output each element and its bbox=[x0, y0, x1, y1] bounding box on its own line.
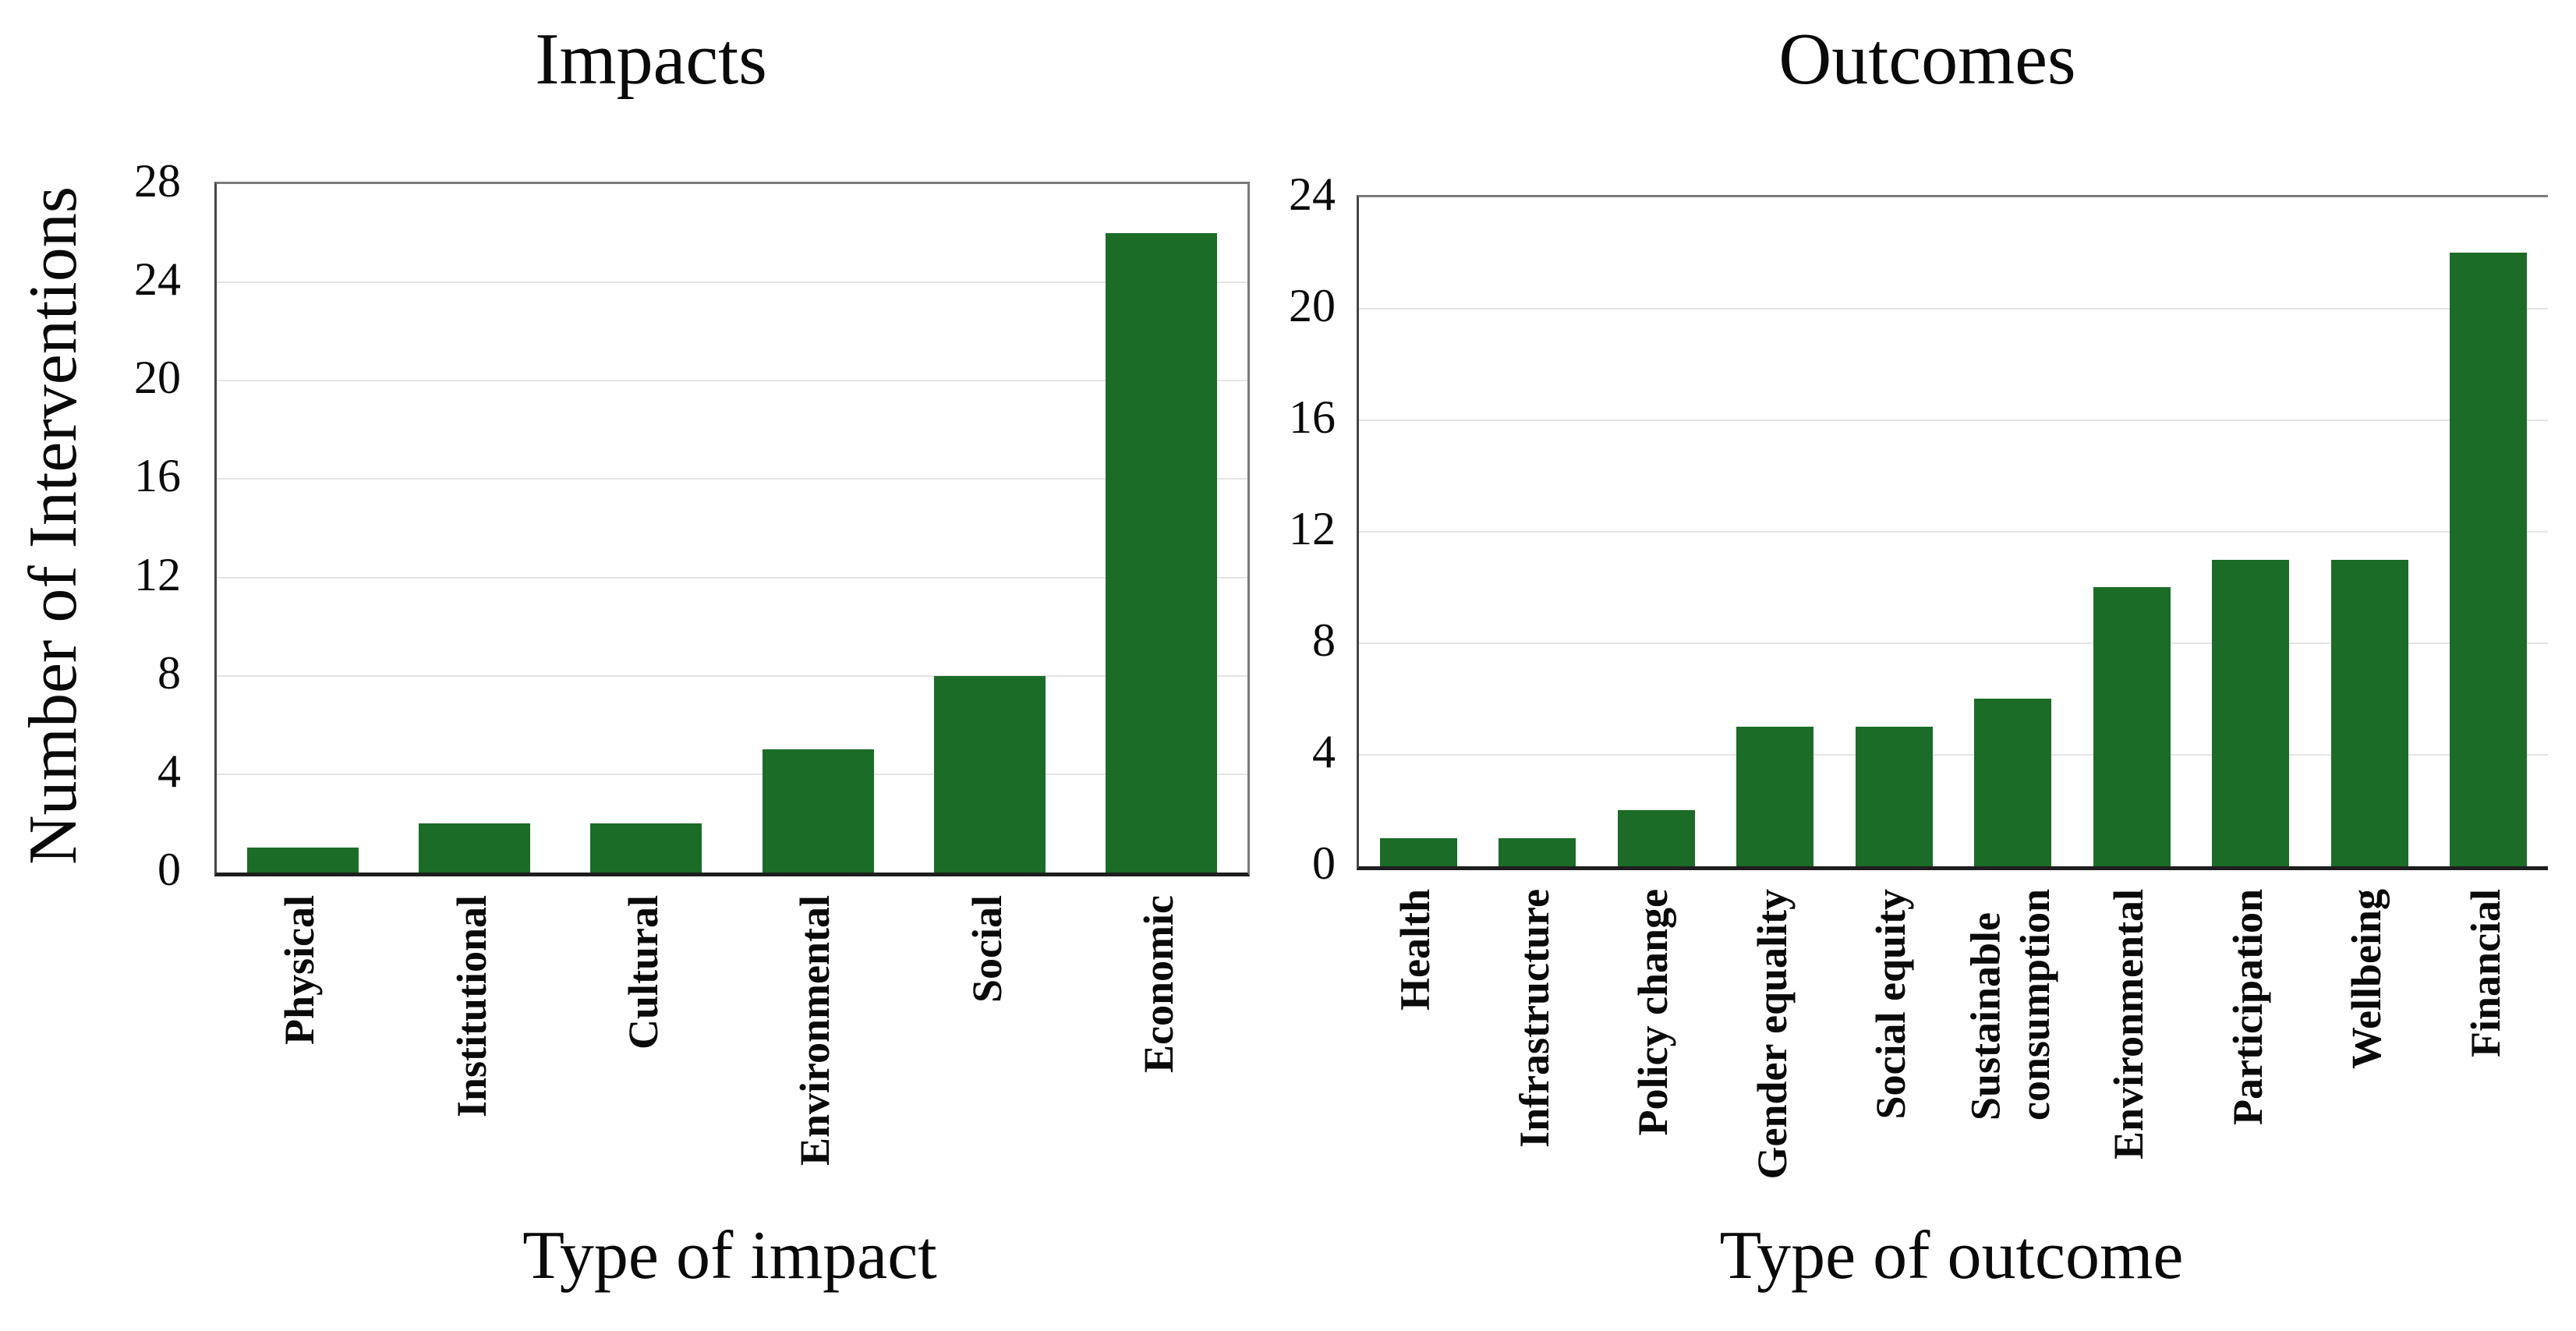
bar-participation bbox=[2212, 560, 2289, 866]
y-tick-24: 24 bbox=[1289, 168, 1336, 220]
x-label-social-equity: Social equity bbox=[1867, 889, 1915, 1120]
y-axis-ticks: 0 4 8 12 16 20 24 28 bbox=[0, 158, 181, 893]
x-label-wellbeing: Wellbeing bbox=[2343, 889, 2390, 1070]
y-tick-8: 8 bbox=[157, 646, 181, 699]
x-label-health: Health bbox=[1392, 889, 1439, 1011]
y-tick-24: 24 bbox=[134, 253, 181, 305]
x-label-infrastructure: Infrastructure bbox=[1511, 889, 1559, 1148]
y-tick-12: 12 bbox=[134, 548, 181, 600]
bar-institutional bbox=[419, 823, 530, 873]
chart-title: Impacts bbox=[535, 19, 767, 100]
bar-financial bbox=[2450, 253, 2527, 866]
x-axis-title: Type of outcome bbox=[1719, 1218, 2184, 1294]
bar-social bbox=[934, 676, 1046, 873]
bar-gender-equality bbox=[1736, 727, 1813, 866]
plot-area bbox=[214, 182, 1250, 876]
gridline-4 bbox=[1359, 754, 2548, 756]
y-tick-4: 4 bbox=[1312, 725, 1336, 777]
gridline-8 bbox=[1359, 642, 2548, 644]
bar-infrastructure bbox=[1499, 838, 1576, 866]
x-axis-title: Type of impact bbox=[522, 1218, 937, 1294]
gridline-16 bbox=[217, 478, 1247, 480]
y-tick-4: 4 bbox=[157, 745, 181, 797]
y-tick-20: 20 bbox=[1289, 279, 1336, 331]
bar-social-equity bbox=[1856, 727, 1933, 866]
y-tick-16: 16 bbox=[1289, 391, 1336, 443]
gridline-12 bbox=[1359, 531, 2548, 533]
x-label-environmental: Environmental bbox=[2105, 889, 2153, 1160]
bar-sustainable-consumption bbox=[1974, 699, 2051, 866]
y-tick-0: 0 bbox=[1312, 837, 1336, 889]
bar-environmental bbox=[763, 749, 874, 873]
x-axis-labels: Health Infrastructure Policy change Gender … bbox=[1357, 889, 2546, 1180]
gridline-8 bbox=[217, 675, 1247, 677]
gridline-20 bbox=[1359, 308, 2548, 310]
y-tick-12: 12 bbox=[1289, 502, 1336, 554]
plot-area bbox=[1357, 195, 2548, 870]
x-label-gender-equality: Gender equality bbox=[1749, 889, 1796, 1180]
y-tick-16: 16 bbox=[134, 449, 181, 501]
bar-environmental bbox=[2093, 587, 2171, 866]
gridline-12 bbox=[217, 577, 1247, 579]
bar-physical bbox=[247, 848, 359, 873]
x-label-sustainable-consumption: Sustainable consumption bbox=[1962, 889, 2058, 1121]
bar-cultural bbox=[590, 823, 702, 873]
y-tick-0: 0 bbox=[157, 843, 181, 895]
y-tick-20: 20 bbox=[134, 351, 181, 403]
chart-title: Outcomes bbox=[1778, 19, 2076, 100]
gridline-24 bbox=[217, 281, 1247, 283]
gridline-4 bbox=[217, 773, 1247, 775]
gridline-20 bbox=[217, 380, 1247, 381]
x-label-financial: Financial bbox=[2462, 889, 2510, 1058]
bar-economic bbox=[1106, 233, 1217, 873]
gridline-16 bbox=[1359, 419, 2548, 421]
y-axis-ticks: 0 4 8 12 16 20 24 bbox=[1133, 171, 1336, 887]
bar-policy-change bbox=[1618, 810, 1695, 866]
x-label-participation: Participation bbox=[2224, 889, 2272, 1125]
x-label-policy-change: Policy change bbox=[1629, 889, 1677, 1136]
bar-wellbeing bbox=[2331, 560, 2408, 866]
y-tick-8: 8 bbox=[1312, 614, 1336, 666]
bar-health bbox=[1380, 838, 1457, 866]
y-tick-28: 28 bbox=[134, 154, 181, 207]
